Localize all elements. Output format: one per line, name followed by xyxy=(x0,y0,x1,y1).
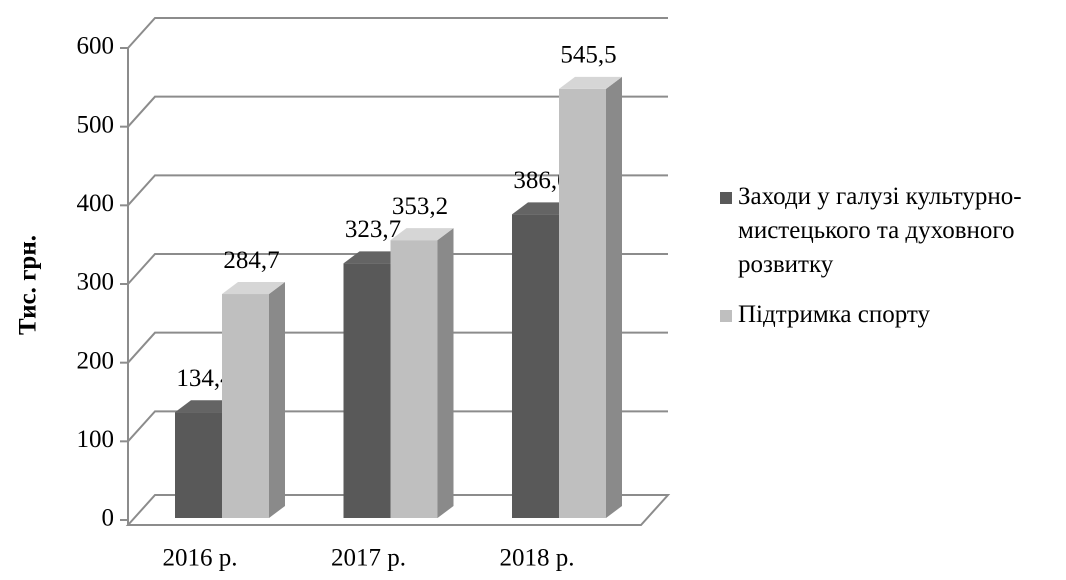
grid-line xyxy=(127,95,668,128)
x-tick-label: 2016 р. xyxy=(163,545,238,572)
bar-top xyxy=(222,282,285,295)
grid-line xyxy=(127,253,668,285)
bar-top xyxy=(559,76,622,89)
x-tick-label: 2017 р. xyxy=(331,545,406,572)
bar-top xyxy=(390,228,454,241)
bar xyxy=(390,240,438,518)
y-tick-label: 300 xyxy=(77,269,115,296)
legend-swatch xyxy=(720,192,732,204)
bar xyxy=(343,263,391,518)
value-label: 323,7 xyxy=(345,216,401,243)
bar xyxy=(559,88,606,518)
floor xyxy=(125,494,671,526)
grid-line xyxy=(127,174,668,207)
legend-label: Підтримка спорту xyxy=(738,301,931,328)
y-axis-label: Тис. грн. xyxy=(15,235,42,335)
y-tick-label: 0 xyxy=(102,505,115,532)
bar-side xyxy=(606,76,622,518)
bar xyxy=(175,412,222,518)
grid-line xyxy=(127,410,668,443)
legend: Заходи у галузі культурно-мистецького та… xyxy=(720,180,1060,348)
y-tick-label: 400 xyxy=(77,190,115,217)
bar xyxy=(222,294,269,518)
legend-label: Заходи у галузі культурно-мистецького та… xyxy=(738,183,1022,278)
bar-side xyxy=(269,282,285,518)
grid-line xyxy=(127,331,668,364)
grid-line xyxy=(127,17,668,49)
x-tick-label: 2018 р. xyxy=(500,545,575,572)
y-tick-label: 100 xyxy=(77,426,115,453)
legend-item: Підтримка спорту xyxy=(720,298,1060,332)
value-label: 284,7 xyxy=(223,247,279,274)
legend-item: Заходи у галузі культурно-мистецького та… xyxy=(720,180,1060,282)
y-tick-label: 200 xyxy=(77,347,115,374)
y-tick-label: 600 xyxy=(77,33,115,60)
bar-side xyxy=(437,228,454,518)
y-tick-label: 500 xyxy=(77,111,115,138)
legend-swatch xyxy=(720,310,732,322)
bar xyxy=(512,214,559,518)
value-label: 353,2 xyxy=(392,193,448,220)
value-label: 545,5 xyxy=(560,42,616,69)
